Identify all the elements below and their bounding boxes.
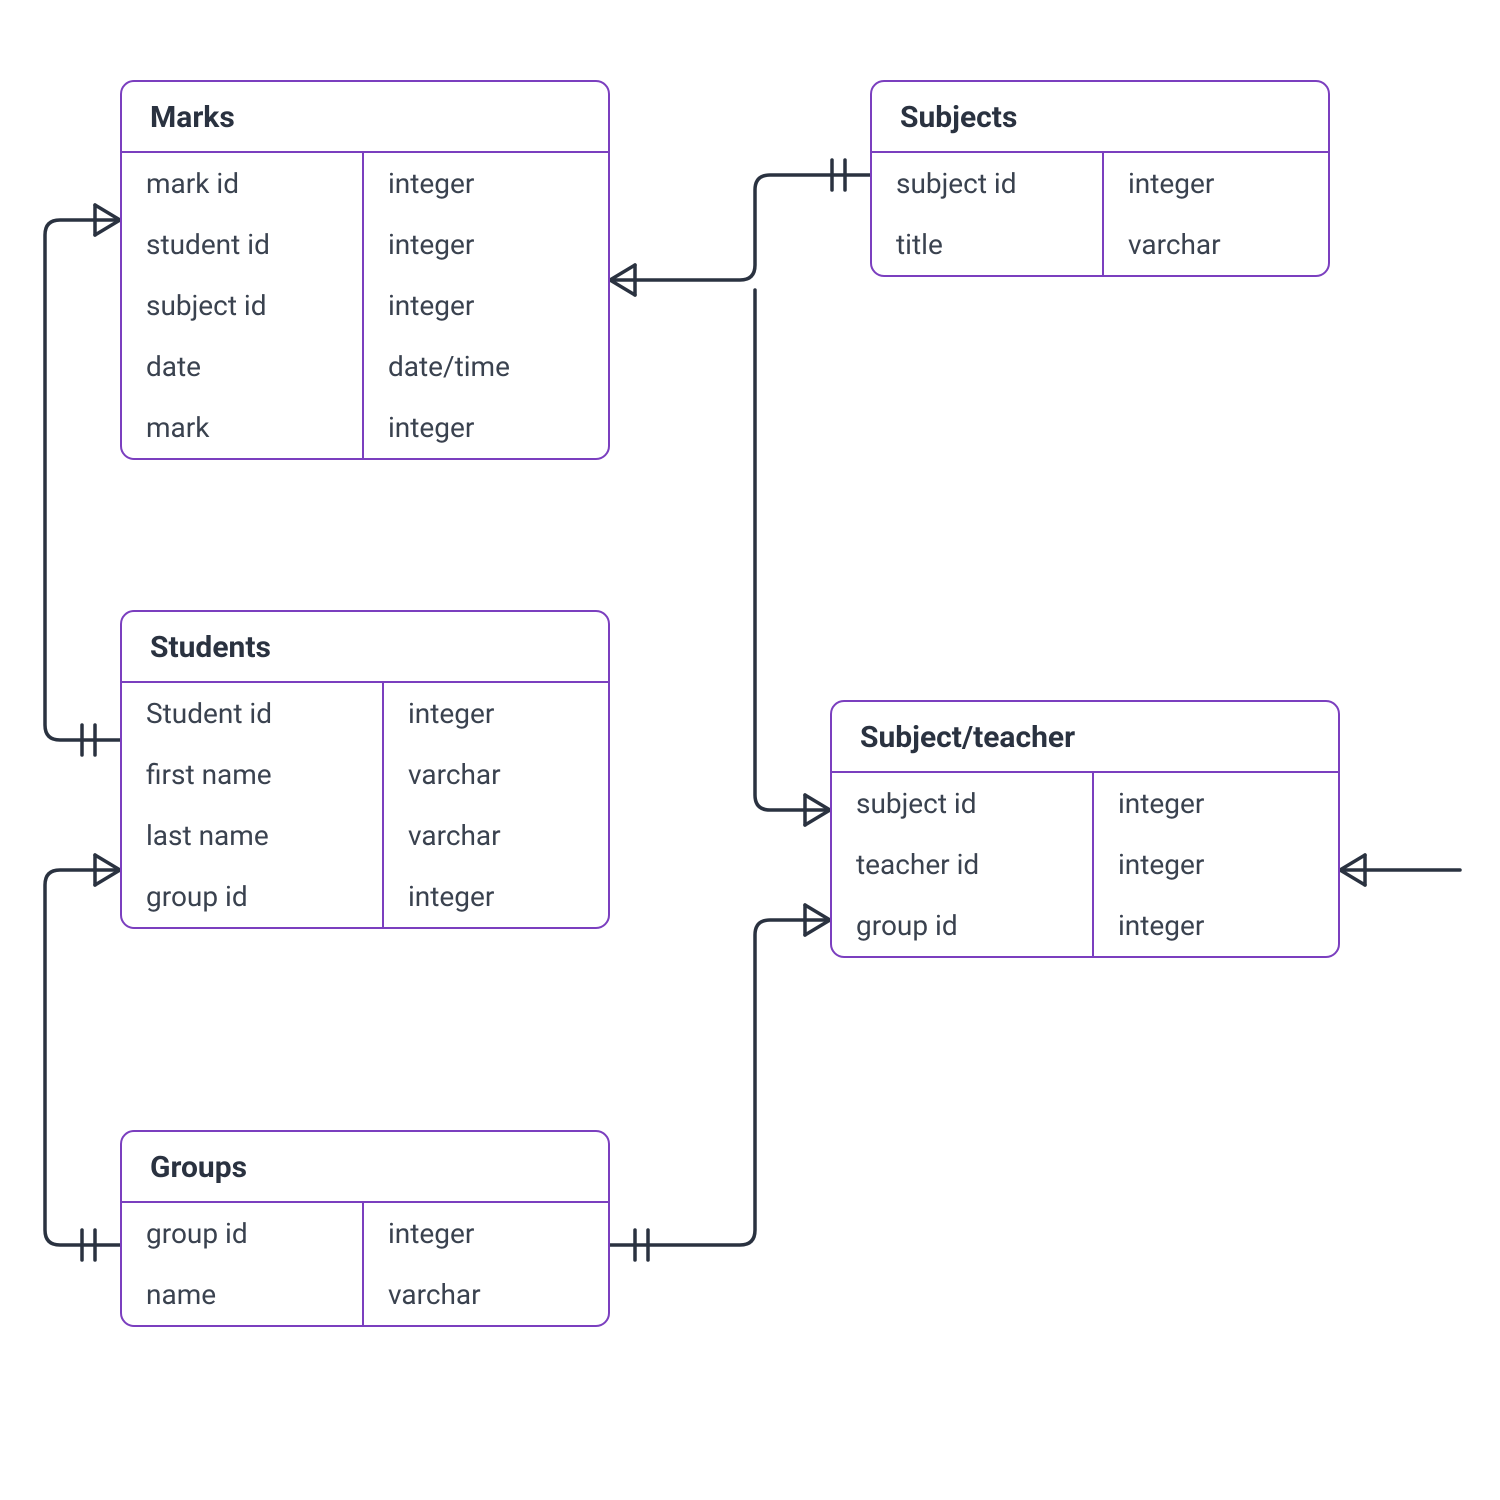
field-name: last name — [122, 805, 382, 866]
entity-title: Students — [122, 612, 608, 683]
entity-title: Subject/teacher — [832, 702, 1338, 773]
field-type: integer — [1094, 834, 1338, 895]
field-name: Student id — [122, 683, 382, 744]
field-name: date — [122, 336, 362, 397]
field-type: integer — [1094, 895, 1338, 956]
field-type: integer — [1104, 153, 1328, 214]
field-type: integer — [364, 153, 608, 214]
field-type: integer — [384, 866, 608, 927]
field-type: integer — [364, 1203, 608, 1264]
edge-groups-students — [45, 870, 120, 1245]
entity-subjects: Subjectssubject idtitleintegervarchar — [870, 80, 1330, 277]
entity-marks: Marksmark idstudent idsubject iddatemark… — [120, 80, 610, 460]
field-name: student id — [122, 214, 362, 275]
entity-title: Groups — [122, 1132, 608, 1203]
entity-title: Subjects — [872, 82, 1328, 153]
edge-marks-students — [45, 220, 120, 740]
edge-marks-subjects — [610, 175, 870, 280]
field-name: subject id — [122, 275, 362, 336]
edge-subjects-subjectteacher — [755, 290, 830, 810]
field-type: integer — [384, 683, 608, 744]
field-name: group id — [122, 1203, 362, 1264]
er-diagram: { "diagram": { "type": "er-diagram", "ca… — [0, 0, 1500, 1500]
field-name: name — [122, 1264, 362, 1325]
field-name: mark — [122, 397, 362, 458]
entity-groups: Groupsgroup idnameintegervarchar — [120, 1130, 610, 1327]
field-type: varchar — [384, 805, 608, 866]
entity-subject-teacher: Subject/teachersubject idteacher idgroup… — [830, 700, 1340, 958]
field-name: group id — [832, 895, 1092, 956]
edge-groups-subjectteacher — [610, 920, 830, 1245]
field-type: date/time — [364, 336, 608, 397]
field-name: mark id — [122, 153, 362, 214]
field-name: first name — [122, 744, 382, 805]
field-name: teacher id — [832, 834, 1092, 895]
entity-title: Marks — [122, 82, 608, 153]
field-type: varchar — [364, 1264, 608, 1325]
field-name: group id — [122, 866, 382, 927]
field-type: integer — [364, 214, 608, 275]
field-type: varchar — [384, 744, 608, 805]
field-name: subject id — [832, 773, 1092, 834]
field-name: subject id — [872, 153, 1102, 214]
field-type: integer — [1094, 773, 1338, 834]
field-type: integer — [364, 397, 608, 458]
field-type: integer — [364, 275, 608, 336]
entity-students: StudentsStudent idfirst namelast namegro… — [120, 610, 610, 929]
field-name: title — [872, 214, 1102, 275]
field-type: varchar — [1104, 214, 1328, 275]
